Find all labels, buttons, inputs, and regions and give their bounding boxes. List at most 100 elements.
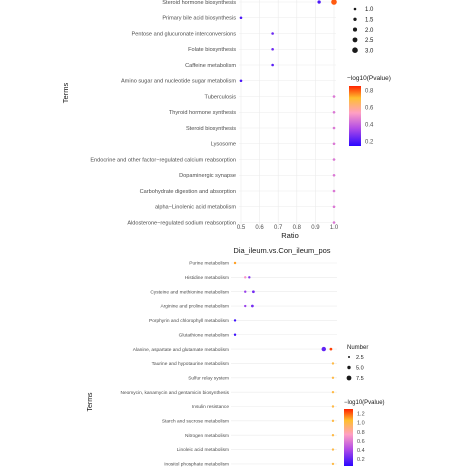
data-point: [271, 47, 274, 51]
chart-1-y-axis-label: Terms: [61, 83, 70, 104]
term-label: Purine metabolism: [189, 261, 229, 267]
term-label: Histidine metabolism: [185, 275, 229, 281]
chart-2: Dia_ileum.vs.Con_ileum_pos Purine metabo…: [87, 246, 385, 474]
colorbar-tick-label: 0.4: [357, 448, 365, 454]
data-point: [250, 304, 254, 308]
data-point: [332, 189, 336, 193]
data-point: [332, 95, 336, 98]
chart-1-size-legend: 1.0 1.5 2.0 2.5 3.0: [352, 7, 374, 54]
term-label: Steroid biosynthesis: [186, 126, 236, 132]
data-point: [233, 261, 237, 265]
size-legend-dot: [347, 365, 351, 370]
chart-2-term-labels: Purine metabolism Histidine metabolism Cys…: [120, 261, 229, 468]
term-label: Linoleic acid metabolism: [177, 447, 229, 453]
chart-1-x-ticks: 0.5 0.6 0.7 0.8 0.9 1.0: [237, 225, 339, 231]
colorbar-tick-label: 0.2: [357, 457, 365, 463]
data-point: [331, 462, 335, 466]
data-point: [248, 276, 251, 279]
term-label: Pentose and glucuronate interconversions: [132, 31, 237, 37]
chart-1-points: [239, 0, 337, 224]
data-point: [271, 63, 274, 67]
chart-2-size-legend-title: Number: [347, 345, 368, 351]
colorbar-tick-label: 1.2: [357, 412, 365, 418]
term-label: Thyroid hormone synthesis: [169, 110, 236, 116]
chart-2-title: Dia_ileum.vs.Con_ileum_pos: [233, 246, 330, 255]
data-point: [239, 79, 243, 83]
chart-2-grid: [231, 262, 337, 465]
term-label: Steroid hormone biosynthesis: [162, 0, 236, 6]
chart-1-color-legend-title: −log10(Pvalue): [347, 75, 391, 82]
chart-2-panel: [231, 258, 337, 474]
chart-2-y-axis-label: Terms: [87, 392, 94, 412]
term-label: Carbohydrate digestion and absorption: [140, 189, 236, 195]
colorbar-tick-label: 0.8: [365, 88, 374, 94]
term-label: Inositol phosphate metabolism: [164, 462, 229, 468]
term-label: Insulin resistance: [192, 404, 229, 410]
term-label: Folate biosynthesis: [188, 47, 236, 53]
data-point: [331, 419, 335, 423]
size-legend-label: 5.0: [356, 366, 364, 372]
data-point: [332, 142, 336, 146]
data-point: [331, 362, 335, 365]
data-point: [331, 376, 335, 379]
data-point: [329, 347, 333, 351]
chart-1-colorbar-ticks: 0.8 0.6 0.4 0.2: [365, 88, 374, 145]
term-label: Arginine and proline metabolism: [160, 304, 229, 310]
size-legend-dot: [348, 356, 350, 358]
data-point: [331, 405, 335, 408]
term-label: Alanine, aspartate and glutamate metabol…: [133, 347, 229, 353]
data-point: [233, 333, 237, 336]
term-label: Amino sugar and nucleotide sugar metabol…: [121, 79, 236, 85]
colorbar-tick-label: 0.6: [357, 439, 365, 445]
colorbar-tick-label: 0.6: [365, 105, 374, 111]
term-label: Aldosterone−regulated sodium reabsorptio…: [127, 220, 236, 226]
size-legend-label: 1.0: [365, 7, 374, 13]
data-point: [244, 276, 247, 279]
size-legend-dot: [352, 47, 358, 53]
data-point: [317, 0, 321, 4]
size-legend-label: 2.5: [356, 355, 364, 361]
size-legend-dot: [353, 17, 357, 21]
chart-1-panel: [240, 0, 340, 217]
term-label: Neomycin, kanamycin and gentamicin biosy…: [120, 390, 229, 396]
data-point: [332, 173, 336, 177]
data-point: [332, 126, 336, 130]
term-label: Cysteine and methionine metabolism: [150, 289, 229, 295]
size-legend-label: 2.5: [365, 38, 374, 44]
size-legend-label: 7.5: [356, 376, 364, 382]
data-point: [331, 0, 337, 5]
data-point: [331, 434, 335, 437]
size-legend-dot: [352, 27, 358, 32]
size-legend-label: 2.0: [365, 28, 374, 34]
chart-1-colorbar: [349, 86, 361, 146]
x-tick-label: 0.7: [274, 225, 283, 231]
size-legend-label: 1.5: [365, 18, 374, 24]
data-point: [331, 390, 335, 394]
x-tick-label: 0.6: [255, 225, 264, 231]
term-label: Endocrine and other factor−regulated cal…: [90, 157, 236, 163]
term-label: Sulfur relay system: [188, 375, 229, 381]
x-tick-label: 1.0: [330, 225, 339, 231]
term-label: Tuberculosis: [204, 94, 236, 100]
term-label: Primary bile acid biosynthesis: [162, 16, 236, 22]
term-label: Porphyrin and chlorophyll metabolism: [149, 318, 229, 324]
chart-1-term-labels: Steroid hormone biosynthesis Primary bile…: [90, 0, 236, 226]
colorbar-tick-label: 0.8: [357, 430, 365, 436]
data-point: [332, 205, 336, 209]
chart-2-size-legend: 2.5 5.0 7.5: [346, 355, 364, 382]
data-point: [252, 290, 255, 294]
colorbar-tick-label: 0.2: [365, 140, 374, 146]
data-point: [233, 319, 237, 322]
term-label: Glutathione metabolism: [179, 332, 229, 338]
chart-1: Steroid hormone biosynthesis Primary bile…: [61, 0, 391, 240]
size-legend-dot: [352, 37, 358, 43]
chart-2-colorbar: [344, 409, 353, 466]
data-point: [271, 32, 274, 35]
term-label: Lysosome: [211, 142, 236, 148]
size-legend-dot: [353, 7, 357, 11]
x-tick-label: 0.9: [311, 225, 320, 231]
size-legend-label: 3.0: [365, 48, 374, 54]
colorbar-tick-label: 0.4: [365, 123, 374, 129]
data-point: [332, 221, 336, 224]
